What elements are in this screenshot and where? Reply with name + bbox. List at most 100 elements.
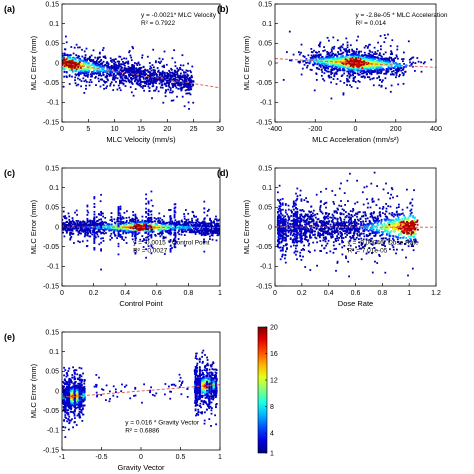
data-point: [132, 74, 135, 77]
data-point: [298, 53, 301, 56]
data-point: [119, 236, 122, 238]
data-point: [190, 85, 193, 88]
data-point: [357, 35, 359, 38]
data-point: [152, 69, 155, 71]
data-point: [317, 56, 320, 58]
data-point: [131, 68, 134, 71]
data-point: [377, 41, 379, 44]
data-point: [74, 79, 76, 82]
data-point: [93, 218, 96, 220]
data-point: [115, 65, 118, 68]
data-point: [120, 58, 123, 61]
data-point: [387, 68, 389, 71]
data-point: [80, 69, 83, 71]
data-point: [167, 81, 170, 84]
data-point: [119, 216, 122, 219]
data-point: [123, 57, 125, 60]
data-point: [63, 52, 66, 55]
data-point: [328, 76, 331, 79]
data-point: [116, 69, 119, 72]
data-point: [374, 233, 377, 235]
data-point: [75, 64, 77, 67]
data-point: [63, 235, 66, 238]
data-point: [369, 215, 372, 218]
y-tick-label: 0.1: [262, 21, 272, 28]
data-point: [208, 208, 210, 211]
data-point: [397, 68, 400, 71]
fit-r-squared: R² = 0.0027: [133, 248, 168, 255]
data-point: [76, 213, 78, 216]
data-point: [211, 238, 214, 241]
data-point: [187, 224, 190, 226]
data-point: [123, 76, 126, 79]
data-point: [174, 239, 177, 242]
data-point: [73, 67, 76, 69]
data-point: [69, 238, 72, 241]
data-point: [310, 69, 313, 71]
data-point: [186, 88, 188, 91]
data-point: [125, 231, 127, 234]
data-point: [153, 78, 156, 81]
data-point: [150, 69, 153, 72]
data-point: [341, 63, 344, 66]
data-point: [343, 66, 345, 69]
data-point: [346, 65, 349, 68]
data-point: [116, 77, 119, 80]
data-point: [174, 233, 177, 236]
data-point: [141, 215, 144, 218]
data-point: [144, 69, 146, 72]
data-point: [134, 228, 136, 231]
data-point: [162, 224, 164, 226]
data-point: [111, 61, 113, 63]
data-point: [381, 68, 384, 71]
data-point: [68, 54, 71, 57]
data-point: [170, 99, 173, 102]
data-point: [86, 224, 88, 227]
data-point: [355, 69, 358, 71]
data-point: [335, 59, 338, 62]
data-point: [317, 55, 320, 57]
data-point: [152, 224, 155, 227]
data-point: [131, 45, 134, 48]
data-point: [217, 232, 220, 235]
data-point: [160, 226, 163, 229]
data-point: [119, 69, 122, 71]
data-point: [103, 227, 106, 230]
data-point: [300, 43, 303, 46]
data-point: [102, 55, 105, 58]
data-point: [90, 227, 92, 229]
data-point: [378, 76, 380, 79]
data-point: [115, 228, 118, 231]
data-point: [173, 229, 176, 231]
data-point: [62, 219, 64, 221]
data-point: [130, 72, 133, 75]
data-point: [340, 57, 342, 60]
data-point: [63, 54, 66, 57]
data-point: [113, 227, 115, 229]
data-point: [157, 78, 160, 81]
data-point: [216, 225, 219, 227]
data-point: [330, 58, 333, 61]
data-point: [207, 230, 210, 233]
data-point: [388, 59, 391, 62]
data-point: [137, 67, 140, 70]
data-point: [330, 69, 333, 71]
data-point: [102, 221, 105, 224]
data-point: [172, 99, 175, 102]
data-point: [134, 79, 137, 82]
data-point: [124, 79, 126, 82]
data-point: [382, 67, 384, 70]
data-point: [364, 64, 367, 67]
data-point: [395, 72, 398, 74]
data-point: [216, 228, 218, 231]
data-point: [298, 61, 301, 64]
data-point: [189, 222, 192, 224]
data-point: [106, 69, 108, 72]
data-point: [186, 73, 189, 76]
data-point: [167, 74, 170, 77]
data-point: [324, 62, 326, 64]
data-point: [380, 85, 383, 88]
panel-b: -400 -200 0 200 400-0.15-0.1-0.0500.050.10.1…: [217, 1, 448, 144]
data-point: [123, 228, 126, 231]
data-point: [349, 65, 352, 67]
